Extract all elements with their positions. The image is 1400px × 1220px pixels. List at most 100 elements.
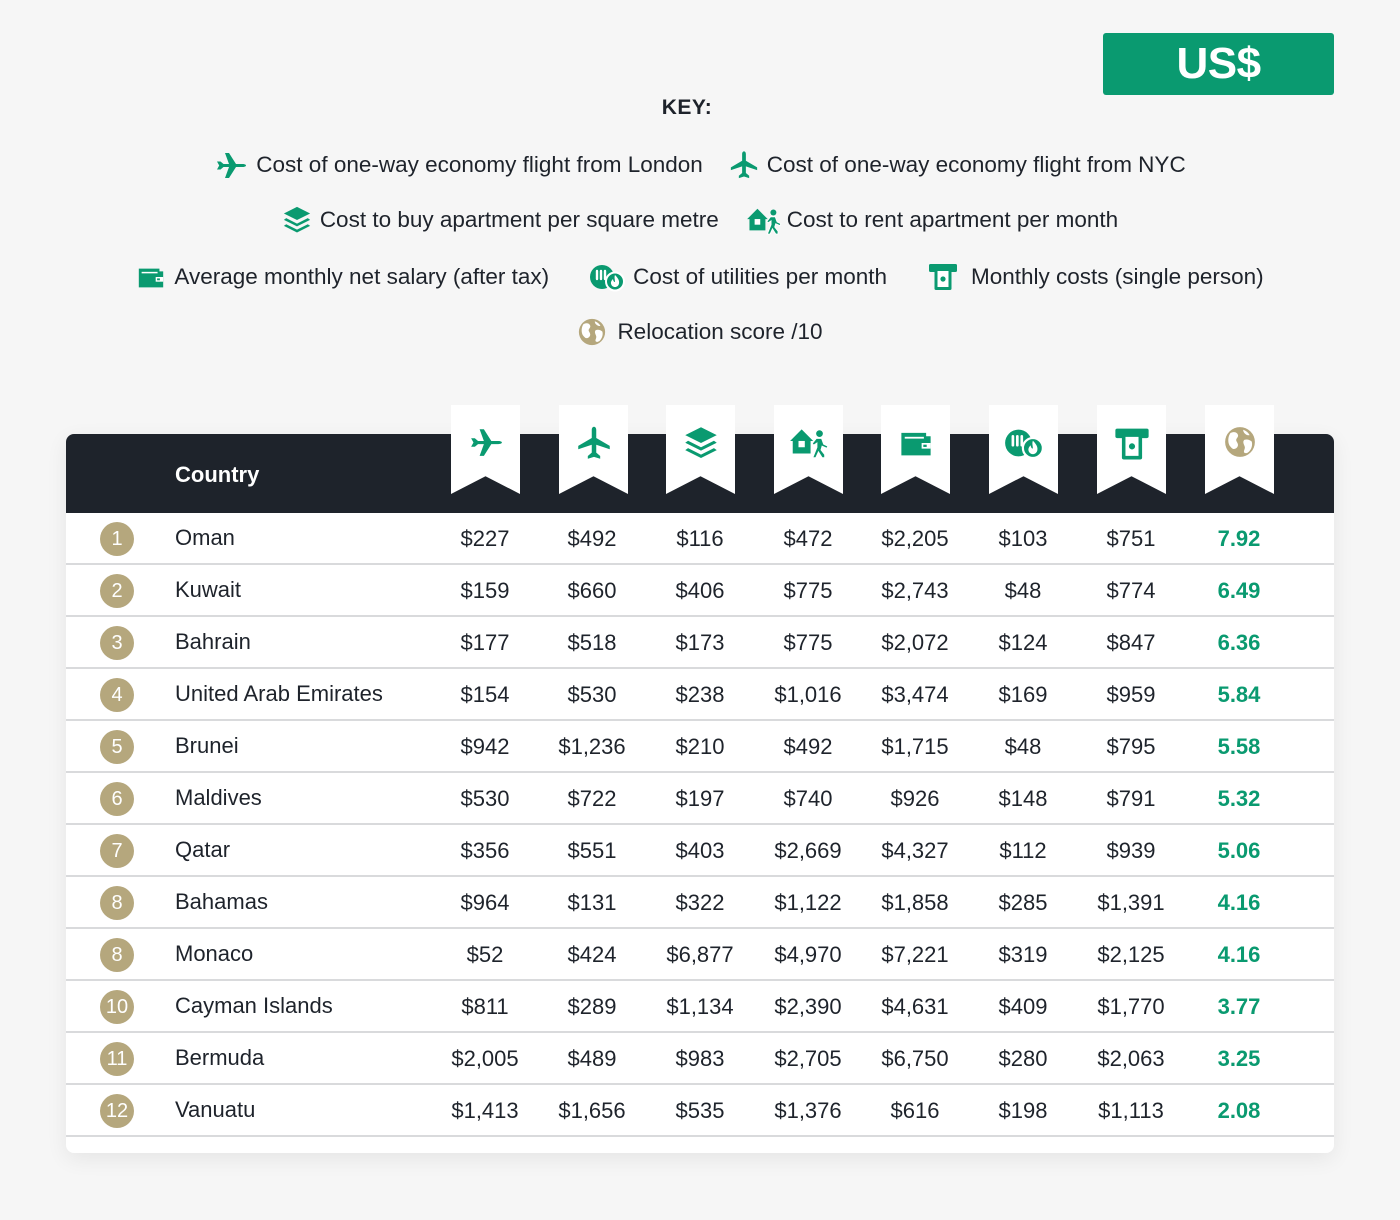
wallet-icon [898,425,934,461]
country-name: Oman [175,525,235,550]
cell-flight-london: $2,005 [451,1046,519,1071]
cell-flight-london: $1,413 [451,1098,519,1123]
globe-icon [1223,425,1257,459]
cell-flight-london: $530 [460,786,510,811]
cell-buy-apartment: $983 [675,1046,725,1071]
cell-flight-london: $227 [460,526,510,551]
cell-flight-nyc: $424 [567,942,617,967]
key-label-rent-apartment: Cost to rent apartment per month [786,207,1119,232]
cell-utilities: $319 [998,942,1048,967]
cell-salary: $2,743 [881,578,949,603]
rank-badge: 8 [100,886,134,920]
key-item-utilities: Cost of utilities per month [589,261,887,293]
cell-rent-apartment: $2,669 [774,838,842,863]
cell-monthly-costs: $751 [1106,526,1156,551]
cell-flight-london: $356 [460,838,510,863]
layers-icon [282,205,312,235]
cell-monthly-costs: $939 [1106,838,1156,863]
table-row: 12 Vanuatu $1,413 $1,656 $535 $1,376 $616 $198 $… [66,1085,1334,1137]
cell-buy-apartment: $173 [675,630,725,655]
key-item-relocation-score: Relocation score /10 [577,317,823,347]
country-name: Bahamas [175,889,268,914]
cell-flight-nyc: $489 [567,1046,617,1071]
cell-utilities: $198 [998,1098,1048,1123]
cell-rent-apartment: $1,376 [774,1098,842,1123]
rank-badge: 1 [100,522,134,556]
country-name: Qatar [175,837,231,862]
cell-salary: $2,205 [881,526,949,551]
key-item-flight-nyc: Cost of one-way economy flight from NYC [729,150,1186,180]
cell-relocation-score: 5.84 [1217,682,1261,707]
cell-salary: $2,072 [881,630,949,655]
cell-utilities: $148 [998,786,1048,811]
cell-flight-nyc: $551 [567,838,617,863]
cell-salary: $616 [890,1098,940,1123]
atm-icon [927,261,959,293]
cell-utilities: $169 [998,682,1048,707]
cell-monthly-costs: $2,125 [1097,942,1165,967]
country-column-header: Country [175,462,260,487]
cell-flight-london: $177 [460,630,510,655]
table-row: 1 Oman $227 $492 $116 $472 $2,205 $103 $751 7.92 [66,513,1334,565]
key-label-flight-london: Cost of one-way economy flight from Lond… [256,152,703,177]
cell-relocation-score: 2.08 [1217,1098,1261,1123]
plane-top-icon [576,425,612,461]
key-item-salary: Average monthly net salary (after tax) [136,262,549,292]
utilities-icon [1004,425,1044,461]
key-title: KEY: [661,96,713,119]
country-name: Maldives [175,785,262,810]
cell-buy-apartment: $403 [675,838,725,863]
cell-flight-nyc: $492 [567,526,617,551]
house-walker-icon [745,205,783,235]
key-label-buy-apartment: Cost to buy apartment per square metre [319,207,719,232]
country-name: Bermuda [175,1045,265,1070]
rank-badge: 5 [100,730,134,764]
cell-flight-nyc: $131 [567,890,617,915]
cell-flight-nyc: $1,656 [558,1098,626,1123]
key-row-1: Cost of one-way economy flight from Lond… [0,149,1400,181]
rank-badge: 6 [100,782,134,816]
key-label-monthly-costs: Monthly costs (single person) [971,264,1264,289]
key-row-3: Average monthly net salary (after tax) C… [0,261,1400,293]
cell-monthly-costs: $847 [1106,630,1156,655]
key-label-utilities: Cost of utilities per month [633,264,887,289]
key-row-4: Relocation score /10 [0,317,1400,347]
cell-buy-apartment: $197 [675,786,725,811]
cell-relocation-score: 6.36 [1217,630,1261,655]
cell-buy-apartment: $116 [676,526,724,551]
cell-relocation-score: 5.06 [1217,838,1261,863]
rank-badge: 11 [100,1042,134,1076]
cell-flight-london: $964 [460,890,510,915]
key-item-flight-london: Cost of one-way economy flight from Lond… [214,149,703,181]
cell-relocation-score: 3.77 [1217,994,1261,1019]
table-body: 1 Oman $227 $492 $116 $472 $2,205 $103 $751 7.92 2… [66,513,1334,1137]
cell-salary: $7,221 [881,942,949,967]
cell-monthly-costs: $795 [1106,734,1156,759]
cell-relocation-score: 4.16 [1217,890,1261,915]
cell-rent-apartment: $1,122 [774,890,842,915]
cell-buy-apartment: $322 [675,890,725,915]
cell-flight-nyc: $660 [567,578,617,603]
cell-buy-apartment: $238 [675,682,725,707]
cell-flight-london: $811 [461,994,509,1019]
key-item-monthly-costs: Monthly costs (single person) [927,261,1264,293]
cell-utilities: $48 [1004,578,1042,603]
cell-relocation-score: 4.16 [1217,942,1261,967]
country-name: Monaco [175,941,254,966]
cell-buy-apartment: $406 [675,578,725,603]
table-row: 10 Cayman Islands $811 $289 $1,134 $2,390 $4,6… [66,981,1334,1033]
rank-badge: 2 [100,574,134,608]
cell-utilities: $124 [998,630,1048,655]
rank-badge: 4 [100,678,134,712]
cell-salary: $4,631 [881,994,949,1019]
cell-salary: $1,715 [881,734,949,759]
cell-rent-apartment: $1,016 [774,682,842,707]
cell-flight-nyc: $289 [567,994,617,1019]
cell-salary: $4,327 [881,838,949,863]
table-row: 4 United Arab Emirates $154 $530 $238 $1,016 $… [66,669,1334,721]
cell-rent-apartment: $775 [783,630,833,655]
key-row-2: Cost to buy apartment per square metre C… [0,205,1400,235]
house-walker-icon [788,425,830,459]
cell-rent-apartment: $740 [783,786,833,811]
rank-badge: 10 [100,990,134,1024]
